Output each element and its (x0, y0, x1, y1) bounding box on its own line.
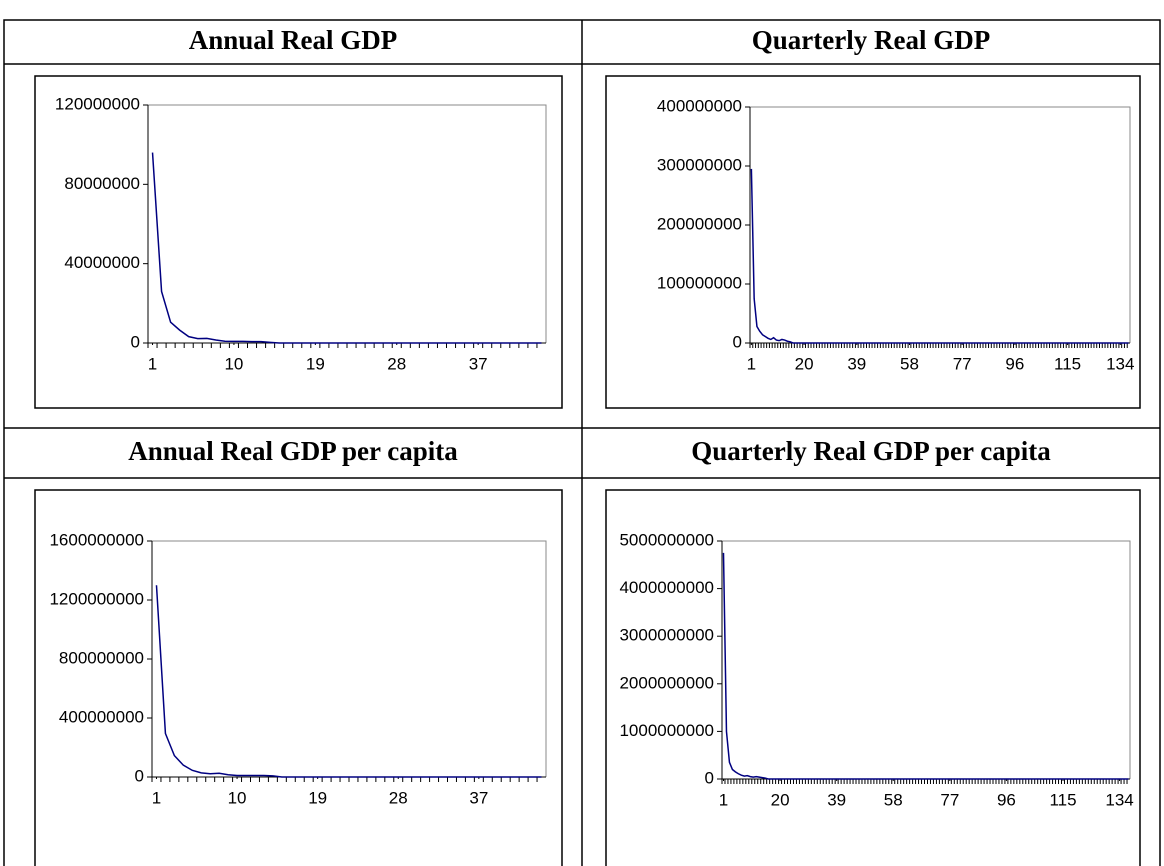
x-tick-label: 1 (152, 788, 161, 807)
y-tick-label: 40000000 (64, 253, 140, 272)
plot-frame (148, 104, 547, 343)
chart-frame (605, 75, 1141, 409)
x-tick-label: 58 (900, 354, 919, 373)
x-tick-label: 1 (747, 354, 756, 373)
x-tick-label: 39 (827, 790, 846, 809)
x-tick-label: 77 (940, 790, 959, 809)
x-tick-label: 115 (1054, 354, 1081, 373)
y-tick-label: 300000000 (657, 155, 742, 174)
x-tick-label: 58 (884, 790, 903, 809)
x-tick-label: 10 (228, 788, 247, 807)
cell-header: Annual Real GDP per capita (128, 436, 458, 466)
chart-frame (34, 75, 563, 409)
y-tick-label: 0 (135, 766, 144, 785)
y-tick-label: 80000000 (64, 174, 140, 193)
x-tick-label: 37 (469, 354, 488, 373)
y-tick-label: 400000000 (657, 96, 742, 115)
data-line (722, 552, 1129, 780)
chart-frame (34, 489, 563, 866)
x-tick-label: 134 (1105, 790, 1133, 809)
x-tick-label: 19 (306, 354, 325, 373)
x-tick-label: 28 (389, 788, 408, 807)
x-tick-label: 1 (148, 354, 157, 373)
x-tick-label: 96 (1005, 354, 1024, 373)
x-tick-label: 37 (469, 788, 488, 807)
x-tick-label: 19 (308, 788, 327, 807)
plot-frame (722, 540, 1131, 779)
table-grid (3, 19, 1161, 866)
x-tick-label: 134 (1106, 354, 1134, 373)
data-line (155, 585, 542, 778)
y-tick-label: 1000000000 (619, 721, 714, 740)
y-tick-label: 120000000 (55, 94, 140, 113)
plot-frame (750, 106, 1131, 343)
x-tick-label: 115 (1049, 790, 1076, 809)
y-tick-label: 1600000000 (49, 530, 144, 549)
x-tick-label: 20 (771, 790, 790, 809)
data-line (750, 168, 1129, 344)
x-tick-label: 28 (387, 354, 406, 373)
plot-frame (152, 540, 547, 777)
y-tick-label: 1200000000 (49, 589, 144, 608)
cell-header: Quarterly Real GDP per capita (691, 436, 1051, 466)
x-tick-label: 96 (997, 790, 1016, 809)
cell-header: Annual Real GDP (189, 25, 398, 55)
y-tick-label: 2000000000 (619, 673, 714, 692)
y-tick-label: 800000000 (59, 648, 144, 667)
y-tick-label: 0 (131, 332, 140, 351)
data-line (151, 152, 542, 344)
x-tick-label: 10 (224, 354, 243, 373)
y-tick-label: 400000000 (59, 707, 144, 726)
y-tick-label: 4000000000 (619, 578, 714, 597)
y-tick-label: 100000000 (657, 273, 742, 292)
x-tick-label: 20 (795, 354, 814, 373)
y-tick-label: 200000000 (657, 214, 742, 233)
x-tick-label: 77 (953, 354, 972, 373)
x-tick-label: 39 (847, 354, 866, 373)
chart-frame (605, 489, 1141, 866)
y-tick-label: 0 (705, 768, 714, 787)
y-tick-label: 3000000000 (619, 626, 714, 645)
y-tick-label: 0 (733, 332, 742, 351)
y-tick-label: 5000000000 (619, 530, 714, 549)
x-tick-label: 1 (719, 790, 728, 809)
cell-header: Quarterly Real GDP (752, 25, 990, 55)
